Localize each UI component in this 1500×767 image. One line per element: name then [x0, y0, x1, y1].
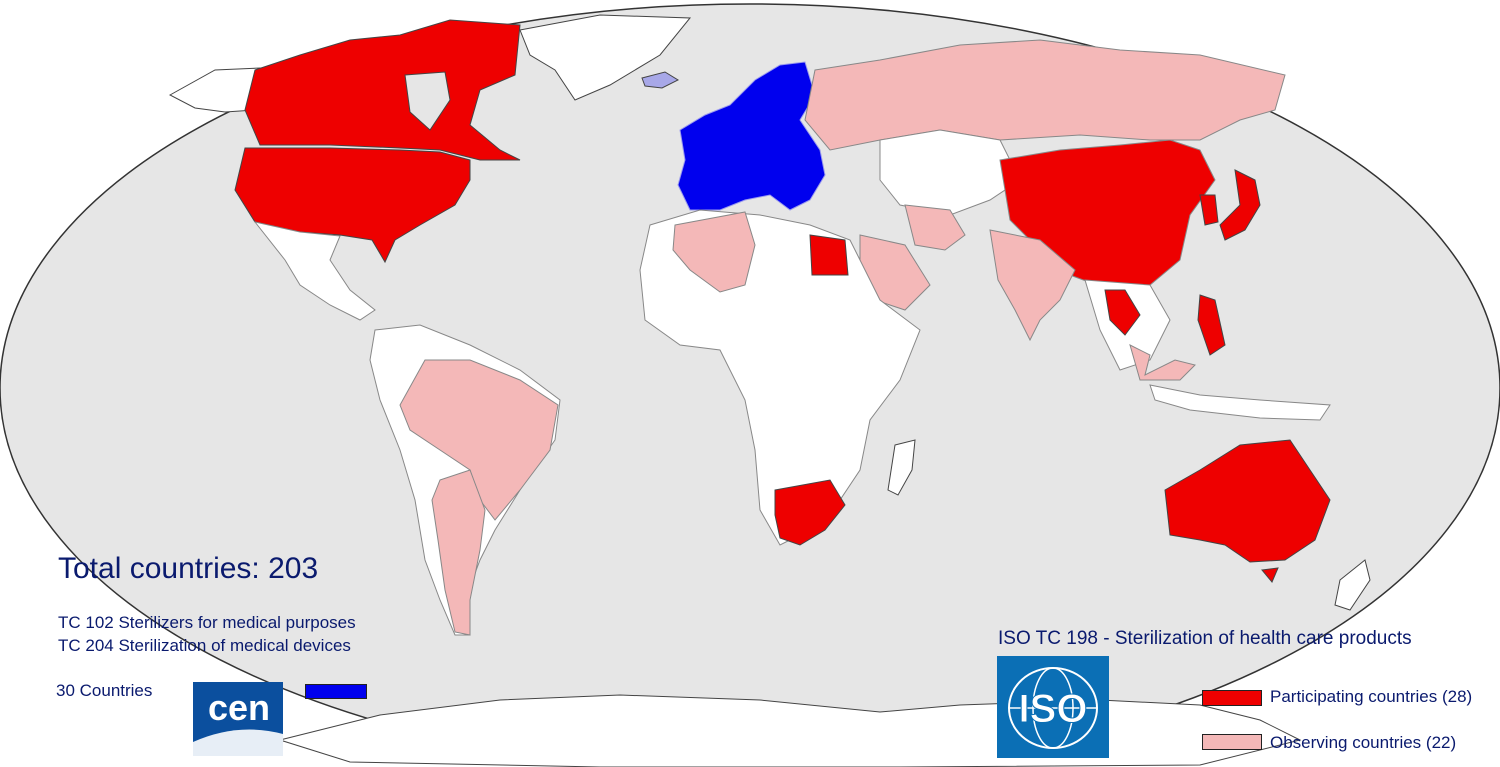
legend-label-observing: Observing countries (22): [1270, 733, 1457, 752]
brazil: [399, 359, 559, 521]
india: [989, 229, 1076, 342]
iran: [904, 204, 966, 251]
russia: [804, 39, 1286, 151]
iso-logo-text: ISO: [1019, 687, 1088, 731]
indonesia: [1149, 384, 1331, 421]
philippines: [1197, 294, 1226, 356]
iceland: [641, 71, 680, 89]
central-asia: [879, 129, 1021, 216]
algeria: [672, 211, 756, 293]
greenland: [519, 14, 692, 101]
egypt: [809, 234, 849, 276]
cen-color-swatch: [305, 684, 367, 699]
cen-committee-1: TC 102 Sterilizers for medical purposes: [58, 613, 356, 632]
total-countries-label: Total countries: 203: [58, 552, 319, 585]
iso-title: ISO TC 198 - Sterilization of health car…: [998, 628, 1412, 649]
thailand: [1104, 289, 1141, 336]
new-zealand: [1334, 559, 1371, 611]
europe-cen: [677, 61, 826, 211]
cen-logo-text: cen: [208, 687, 270, 728]
madagascar: [887, 439, 916, 496]
cen-logo: cen: [193, 682, 283, 756]
tasmania: [1261, 567, 1279, 583]
japan: [1219, 169, 1261, 241]
legend-label-participating: Participating countries (28): [1270, 687, 1473, 706]
canada: [244, 19, 521, 161]
mexico: [253, 221, 376, 321]
south-africa: [774, 479, 846, 546]
cen-committee-2: TC 204 Sterilization of medical devices: [58, 636, 351, 655]
australia: [1164, 439, 1331, 563]
iso-logo: ISO: [997, 656, 1109, 758]
argentina: [431, 469, 486, 636]
hudson-bay: [404, 71, 451, 131]
cen-country-count: 30 Countries: [56, 681, 153, 700]
malaysia: [1129, 344, 1196, 381]
korea: [1199, 194, 1219, 226]
legend-swatch-participating: [1202, 690, 1262, 706]
legend-swatch-observing: [1202, 734, 1262, 750]
